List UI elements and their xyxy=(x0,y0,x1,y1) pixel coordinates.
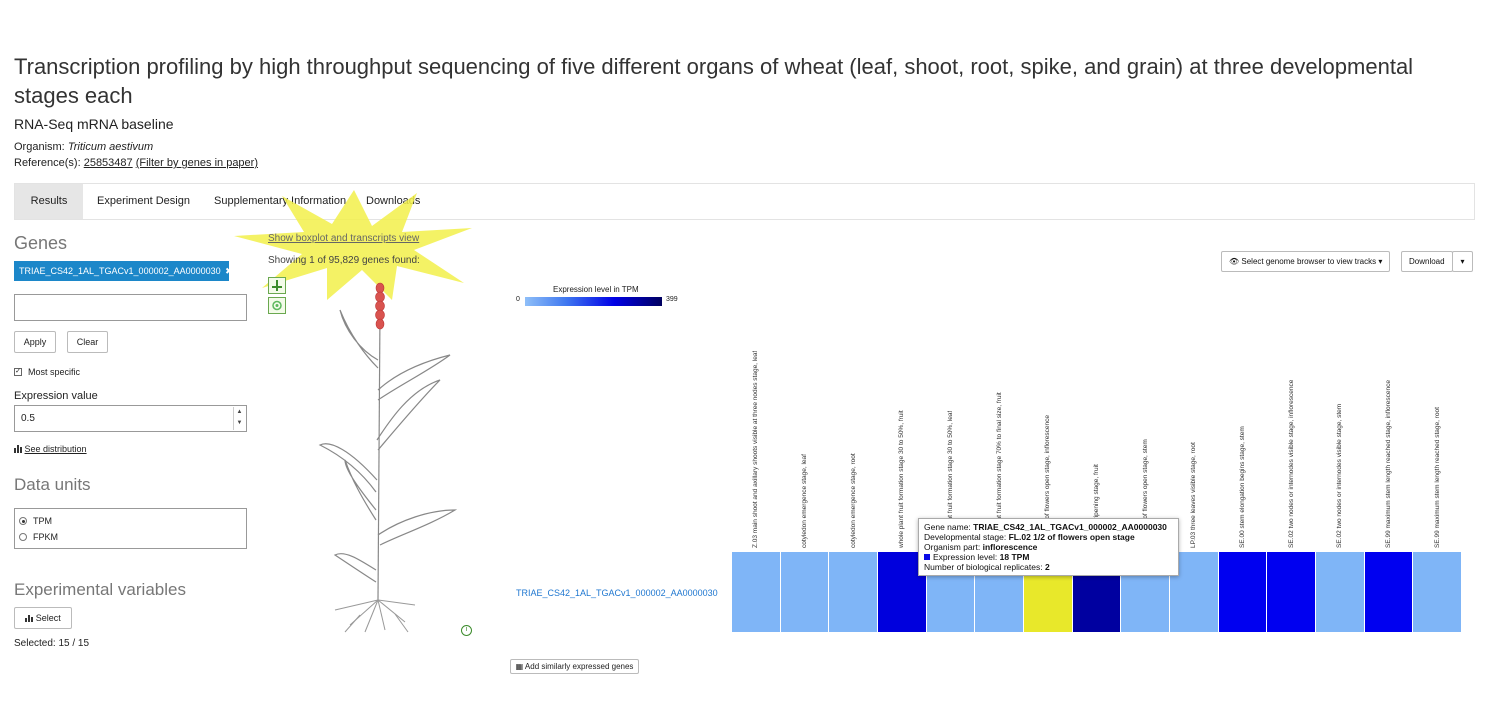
show-boxplot-link[interactable]: Show boxplot and transcripts view xyxy=(268,233,420,244)
organism-label: Organism: xyxy=(14,141,65,153)
organism-line: Organism: Triticum aestivum xyxy=(14,141,153,153)
expression-square-icon xyxy=(924,554,930,560)
heatmap-column-label: SE.00 stem elongation begins stage, stem xyxy=(1239,426,1246,548)
data-units-heading: Data units xyxy=(14,475,91,494)
tooltip-stage-label: Developmental stage: xyxy=(924,532,1007,542)
heatmap-cell[interactable] xyxy=(829,552,878,632)
legend-title: Expression level in TPM xyxy=(553,285,639,294)
organism-value: Triticum aestivum xyxy=(67,141,154,153)
showing-genes-count: Showing 1 of 95,829 genes found: xyxy=(268,255,420,266)
reference-link[interactable]: 25853487 xyxy=(83,157,133,169)
genes-heading: Genes xyxy=(14,233,68,253)
most-specific-label: Most specific xyxy=(28,367,81,377)
tooltip-replicates-label: Number of biological replicates: xyxy=(924,562,1043,572)
heatmap-column-label: SE.02 two nodes or internodes visible st… xyxy=(1336,403,1344,548)
unit-option-fpkm[interactable]: FPKM xyxy=(19,532,58,542)
heatmap-cell[interactable] xyxy=(732,552,781,632)
clear-button[interactable]: Clear xyxy=(67,331,108,353)
legend-max: 399 xyxy=(666,296,678,303)
gene-tag-label: TRIAE_CS42_1AL_TGACv1_000002_AA0000030 xyxy=(19,266,221,276)
download-dropdown-caret-icon[interactable]: ▾ xyxy=(1452,251,1473,272)
heatmap-cell[interactable] xyxy=(1267,552,1316,632)
tooltip-stage-value: FL.02 1/2 of flowers open stage xyxy=(1008,532,1135,542)
expression-value-input[interactable]: 0.5 ▲ ▼ xyxy=(14,405,247,432)
see-distribution-label: See distribution xyxy=(24,444,87,454)
gene-tag: TRIAE_CS42_1AL_TGACv1_000002_AA0000030 ✖ xyxy=(14,261,233,281)
selected-count: Selected: 15 / 15 xyxy=(14,638,90,649)
tab-supplementary-information[interactable]: Supplementary Information xyxy=(214,195,347,207)
tooltip-expression-value: 18 TPM xyxy=(999,552,1030,562)
plant-view-icon[interactable] xyxy=(268,277,286,294)
tooltip-part-label: Organism part: xyxy=(924,542,981,552)
heatmap-column-label: LP.03 three leaves visible stage, root xyxy=(1190,442,1198,548)
apply-button[interactable]: Apply xyxy=(14,331,56,353)
most-specific-checkbox[interactable]: ✓ xyxy=(14,368,22,376)
unit-option-tpm[interactable]: TPM xyxy=(19,516,52,526)
grid-icon: ▦ xyxy=(515,662,524,671)
select-variables-button[interactable]: Select xyxy=(14,607,72,629)
reference-line: Reference(s): 25853487 (Filter by genes … xyxy=(14,157,258,169)
legend-gradient xyxy=(525,297,662,306)
reference-label: Reference(s): xyxy=(14,157,81,169)
unit-label-fpkm: FPKM xyxy=(33,532,59,542)
see-distribution-link[interactable]: See distribution xyxy=(14,444,87,454)
expression-value-text: 0.5 xyxy=(21,413,35,424)
gene-search-input[interactable] xyxy=(14,294,247,321)
tooltip-part-value: inflorescence xyxy=(982,542,1038,552)
tab-bar: Results Experiment Design Supplementary … xyxy=(14,183,1475,220)
most-specific-row: ✓ Most specific xyxy=(14,367,80,377)
expression-value-label: Expression value xyxy=(14,390,98,402)
heatmap-cell[interactable] xyxy=(1364,552,1414,632)
highlight-starburst xyxy=(234,190,472,300)
tooltip-expression-label: Expression level: xyxy=(933,552,998,562)
radio-fpkm[interactable] xyxy=(19,533,27,541)
heatmap-tooltip: Gene name: TRIAE_CS42_1AL_TGACv1_000002_… xyxy=(918,518,1179,576)
heatmap-column-label: Z.03 main shoot and axillary shoots visi… xyxy=(752,350,760,548)
tab-experiment-design[interactable]: Experiment Design xyxy=(97,195,190,207)
heatmap-column-label: SE.02 two nodes or internodes visible st… xyxy=(1287,379,1295,548)
heatmap-column-label: SE.99 maximum stem length reached stage,… xyxy=(1433,407,1441,548)
tooltip-gene-value: TRIAE_CS42_1AL_TGACv1_000002_AA0000030 xyxy=(973,522,1167,532)
bar-chart-icon xyxy=(14,445,22,453)
heatmap-cell[interactable] xyxy=(1316,552,1365,632)
tab-results[interactable]: Results xyxy=(15,184,83,219)
heatmap-column-label: cotyledon emergence stage, leaf xyxy=(801,454,808,548)
heatmap-gene-label[interactable]: TRIAE_CS42_1AL_TGACv1_000002_AA0000030 xyxy=(516,588,718,598)
heatmap-cell[interactable] xyxy=(780,552,830,632)
unit-label-tpm: TPM xyxy=(33,516,52,526)
heatmap-cell[interactable] xyxy=(1218,552,1268,632)
eye-icon: 👁 xyxy=(1229,257,1240,266)
experiment-type: RNA-Seq mRNA baseline xyxy=(14,116,174,132)
radio-tpm[interactable] xyxy=(19,517,27,525)
genome-browser-button[interactable]: 👁 Select genome browser to view tracks ▾ xyxy=(1221,251,1391,272)
add-similar-genes-button[interactable]: ▦ Add similarly expressed genes xyxy=(510,659,639,674)
experimental-variables-heading: Experimental variables xyxy=(14,580,186,599)
add-similar-label: Add similarly expressed genes xyxy=(524,662,634,671)
heatmap-column-label: whole plant fruit formation stage 30 to … xyxy=(898,410,906,548)
cell-view-icon[interactable] xyxy=(268,297,286,314)
data-units-box: TPM FPKM xyxy=(14,508,247,549)
remove-gene-icon[interactable]: ✖ xyxy=(225,266,233,276)
heatmap-column-label: cotyledon emergence stage, root xyxy=(849,453,857,548)
info-icon[interactable]: i xyxy=(461,625,472,636)
wheat-plant-illustration xyxy=(318,282,458,633)
hierarchy-icon xyxy=(25,615,34,622)
tooltip-gene-label: Gene name: xyxy=(924,522,971,532)
heatmap-cell[interactable] xyxy=(1413,552,1462,632)
download-button[interactable]: Download xyxy=(1401,251,1453,272)
caret-down-icon: ▾ xyxy=(1378,257,1383,266)
heatmap-column-label: SE.99 maximum stem length reached stage,… xyxy=(1385,379,1392,548)
legend-min: 0 xyxy=(516,296,520,303)
tooltip-replicates-value: 2 xyxy=(1044,562,1050,572)
select-variables-label: Select xyxy=(35,613,61,623)
page-title: Transcription profiling by high throughp… xyxy=(14,54,1414,108)
filter-by-paper-link[interactable]: (Filter by genes in paper) xyxy=(135,157,258,169)
spinner-arrows-icon[interactable]: ▲ ▼ xyxy=(233,407,245,430)
genome-browser-label: Select genome browser to view tracks xyxy=(1241,257,1377,266)
